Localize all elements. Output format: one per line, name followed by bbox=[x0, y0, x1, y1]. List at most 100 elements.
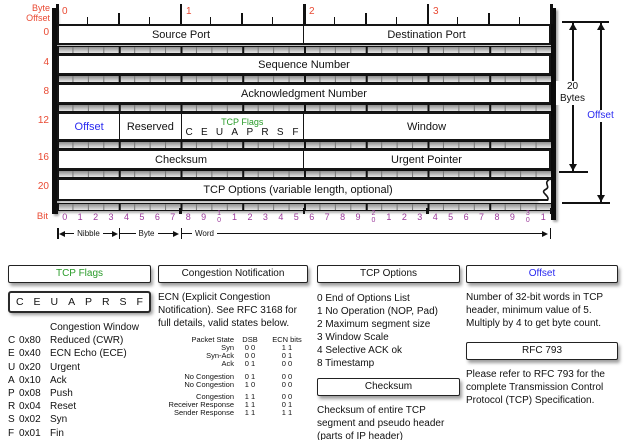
title-text: TCP Flags bbox=[55, 268, 104, 279]
field-window: Window bbox=[304, 114, 549, 139]
title-text: Offset bbox=[528, 268, 556, 279]
field-label: Offset bbox=[74, 120, 104, 133]
ecn-row: Ack 0 1 0 0 bbox=[158, 358, 308, 368]
row-offset-8: 8 bbox=[43, 86, 49, 97]
flag-letter: P bbox=[85, 296, 93, 308]
ruler-tick bbox=[179, 4, 182, 24]
bit-number: 1 bbox=[232, 212, 238, 222]
bit-number: 1 bbox=[386, 212, 392, 222]
ecn-state: Receiver Response bbox=[168, 400, 234, 410]
flag-hex: 0x10 bbox=[19, 374, 41, 386]
flag-hex bbox=[19, 321, 50, 334]
bit-grid-separator bbox=[57, 46, 551, 54]
bracket-delimiter bbox=[57, 228, 59, 239]
ruler-tick bbox=[117, 13, 120, 24]
byte-number-0: 0 bbox=[62, 6, 68, 17]
ruler-tick bbox=[210, 17, 212, 24]
bit-number: 8 bbox=[494, 212, 500, 222]
bit-number: 9 bbox=[355, 212, 361, 222]
checksum-box-title: Checksum bbox=[317, 378, 460, 396]
ecn-dsb: 1 1 bbox=[244, 400, 256, 410]
ecn-dsb: 0 0 bbox=[244, 342, 256, 352]
row-checksum-urgent: Checksum Urgent Pointer bbox=[57, 149, 551, 170]
flag-line: C 0x80 Reduced (CWR) bbox=[8, 334, 151, 347]
ruler-tick bbox=[395, 17, 397, 24]
option-line: 1 No Operation (NOP, Pad) bbox=[317, 306, 438, 317]
tcp-options-list: 0 End of Options List 1 No Operation (NOP… bbox=[317, 292, 460, 370]
flag-desc: ECN Echo (ECE) bbox=[50, 348, 127, 360]
ecn-ecn: 0 1 bbox=[281, 350, 293, 360]
field-reserved: Reserved bbox=[120, 114, 182, 139]
field-label: Reserved bbox=[126, 120, 174, 133]
bit-grid-separator bbox=[57, 170, 551, 178]
byte-number-1: 1 bbox=[186, 6, 192, 17]
flag-key: C bbox=[8, 335, 16, 347]
ecn-ecn: 0 0 bbox=[281, 358, 293, 368]
ecn-state: Sender Response bbox=[173, 408, 234, 418]
bit-number: 1 bbox=[540, 212, 546, 222]
bit-number: 4 bbox=[278, 212, 284, 222]
flag-line: P 0x08 Push bbox=[8, 387, 151, 400]
word-label: Word bbox=[195, 229, 214, 238]
bit-number: 2 bbox=[401, 212, 407, 222]
ruler-tick bbox=[272, 17, 274, 24]
flag-letter: C bbox=[185, 126, 193, 138]
flag-hex: 0x08 bbox=[19, 388, 41, 400]
arrow-right-icon bbox=[542, 230, 548, 237]
field-checksum: Checksum bbox=[59, 151, 304, 168]
bit-grid-separator bbox=[57, 75, 551, 83]
flag-desc: Syn bbox=[50, 414, 68, 426]
flag-hex: 0x04 bbox=[19, 401, 41, 413]
ruler-tick bbox=[519, 17, 521, 24]
byte-number-3: 3 bbox=[433, 6, 439, 17]
flag-line: Congestion Window bbox=[8, 321, 151, 334]
flag-descriptions: Congestion Window C 0x80 Reduced (CWR) E 0x40… bbox=[8, 321, 151, 440]
word-bracket: Word bbox=[182, 228, 548, 239]
bit-number: 4 bbox=[432, 212, 438, 222]
ruler-tick bbox=[303, 4, 306, 24]
byte-number-2: 2 bbox=[309, 6, 315, 17]
flag-letter: F bbox=[136, 296, 143, 308]
bit-digit: 0 bbox=[371, 216, 376, 224]
ecn-col-state: Packet State bbox=[191, 335, 234, 344]
ruler-tick bbox=[86, 17, 88, 24]
bit-digit: 2 bbox=[371, 210, 376, 217]
flag-desc: Reset bbox=[50, 401, 77, 413]
byte-mark bbox=[302, 208, 306, 214]
checksum-body: Checksum of entire TCP segment and pseud… bbox=[317, 405, 445, 440]
ruler-tick bbox=[56, 4, 59, 24]
bit-number: 8 bbox=[340, 212, 346, 222]
title-text: Congestion Notification bbox=[181, 268, 285, 279]
flag-key: R bbox=[8, 401, 16, 413]
offset-box-title: Offset bbox=[466, 265, 618, 283]
bit-number: 5 bbox=[139, 212, 145, 222]
arrow-down-icon bbox=[596, 195, 605, 202]
dimension-line-bottom bbox=[562, 202, 610, 204]
ecn-row: No Congestion 0 1 0 0 bbox=[158, 372, 308, 381]
ecn-dsb: 0 0 bbox=[244, 350, 256, 360]
ecn-states-table: Packet State DSB ECN bits Syn 0 0 1 1 Syn-Ack 0… bbox=[158, 336, 308, 417]
flag-letter: R bbox=[261, 126, 269, 138]
torn-edge-icon bbox=[536, 178, 552, 201]
bracket-line bbox=[102, 232, 112, 235]
ecn-row: Syn 0 0 1 1 bbox=[158, 344, 308, 352]
ecn-ecn: 0 1 bbox=[281, 400, 293, 410]
byte-bracket: Byte bbox=[120, 228, 180, 239]
flag-letter: E bbox=[33, 296, 41, 308]
flag-hex: 0x01 bbox=[19, 427, 41, 439]
tcp-flags-box-title: TCP Flags bbox=[8, 265, 151, 283]
bit-digit: 0 bbox=[525, 216, 530, 224]
twenty-bytes-label: 20 Bytes bbox=[556, 81, 589, 105]
field-urgent-pointer: Urgent Pointer bbox=[304, 151, 549, 168]
flag-key: A bbox=[8, 374, 15, 386]
ruler-tick bbox=[333, 17, 335, 24]
row-offset-4: 4 bbox=[43, 57, 49, 68]
flag-desc: Ack bbox=[50, 374, 67, 386]
row-acknowledgment-number: Acknowledgment Number bbox=[57, 83, 551, 104]
bit-number: 1 bbox=[77, 212, 83, 222]
